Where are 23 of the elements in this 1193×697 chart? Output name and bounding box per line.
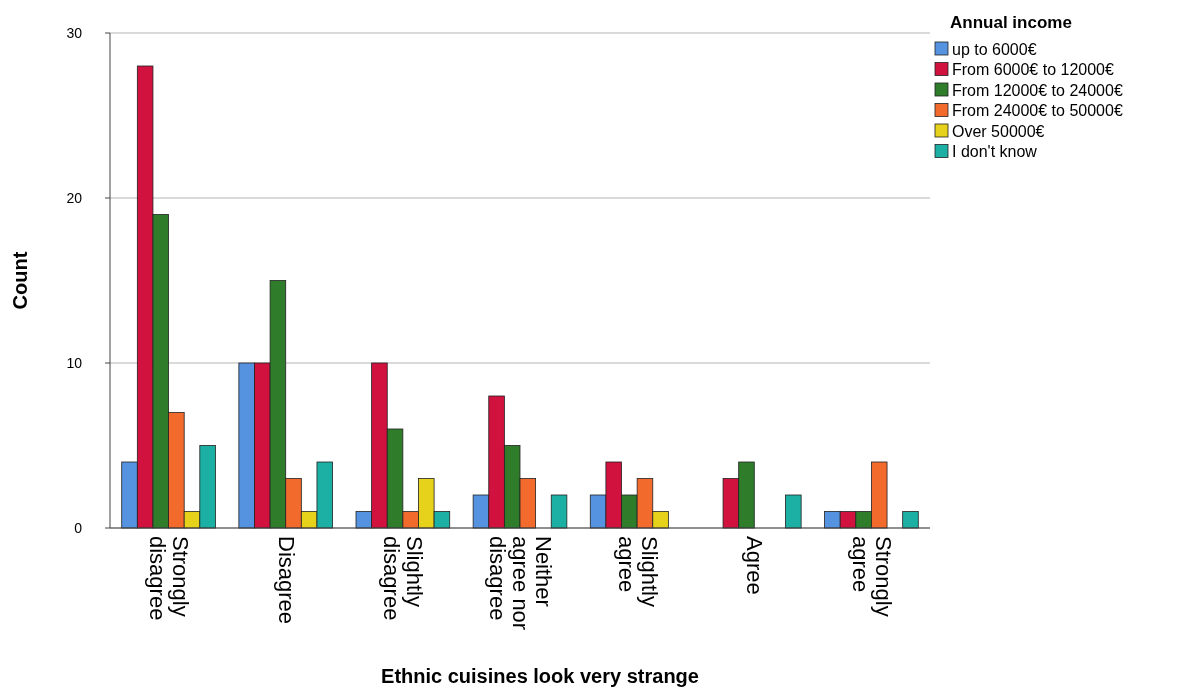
x-tick-label: Strongly disagree xyxy=(145,536,194,621)
x-tick-label: Strongly agree xyxy=(847,536,896,617)
x-tick-label: Slightly disagree xyxy=(379,536,428,621)
x-tick-label: Slightly agree xyxy=(613,536,662,607)
legend-title: Annual income xyxy=(950,13,1072,32)
x-tick-label: Neither agree nor disagree xyxy=(485,536,556,631)
x-tick-label: Disagree xyxy=(273,536,299,625)
bar xyxy=(785,494,802,529)
x-tick-label: Agree xyxy=(742,536,768,595)
legend-label: Over 50000€ xyxy=(952,122,1045,140)
bar xyxy=(902,511,919,529)
legend-label: up to 6000€ xyxy=(952,40,1037,58)
legend-label: From 24000€ to 50000€ xyxy=(952,102,1123,120)
legend-label: From 12000€ to 24000€ xyxy=(952,81,1123,99)
y-tick-label: 10 xyxy=(66,354,83,371)
legend-label: From 6000€ to 12000€ xyxy=(952,61,1114,79)
y-tick-label: 0 xyxy=(74,519,83,536)
legend-label: I don't know xyxy=(952,143,1038,161)
x-axis-title: Ethnic cuisines look very strange xyxy=(381,665,699,687)
y-tick-label: 30 xyxy=(66,24,83,41)
bar xyxy=(550,494,568,529)
y-axis-title: Count xyxy=(9,251,31,310)
y-tick-label: 20 xyxy=(66,189,83,206)
